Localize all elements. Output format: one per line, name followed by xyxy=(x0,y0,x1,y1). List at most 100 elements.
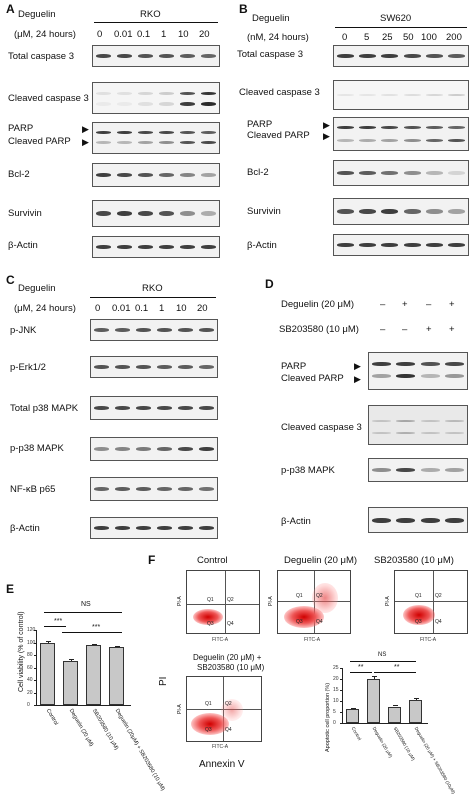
blot-band xyxy=(396,517,416,523)
arrow-d-parp: ▶ xyxy=(354,361,361,371)
blot-b-parp xyxy=(333,117,469,151)
blot-band xyxy=(177,406,194,410)
blot-b-cleaved-caspase3 xyxy=(333,80,469,110)
blot-band xyxy=(359,94,376,96)
panel-a-drug: Deguelin xyxy=(18,9,56,20)
panel-e-x-axis xyxy=(36,705,131,706)
blot-band xyxy=(158,54,175,58)
blot-band xyxy=(359,209,376,214)
blot-c-total-p38 xyxy=(90,396,218,420)
blot-band xyxy=(156,487,173,491)
panel-letter-b: B xyxy=(239,2,248,16)
blot-band xyxy=(93,487,110,491)
error-cap xyxy=(68,659,74,661)
blot-band xyxy=(403,171,421,175)
panel-d-t1-sign-0: – xyxy=(380,299,386,310)
blot-band xyxy=(336,126,354,130)
panel-a-row-bcl2: Bcl-2 xyxy=(8,169,30,180)
x-tick-label: SB203580 (10 μM) xyxy=(90,708,119,752)
blot-band xyxy=(114,526,131,530)
blot-band xyxy=(135,447,152,451)
blot-band xyxy=(177,447,194,451)
panel-b-conc-1: 5 xyxy=(364,32,370,43)
x-tick-label: Control xyxy=(44,708,59,727)
blot-c-nfkb xyxy=(90,477,218,501)
bar xyxy=(409,699,422,723)
facs-q2: Q2 xyxy=(316,593,323,599)
panel-b-conc-4: 100 xyxy=(421,32,437,43)
blot-band xyxy=(426,138,443,142)
blot-band xyxy=(95,173,112,177)
panel-e-sig2-bracket xyxy=(62,632,122,633)
blot-band xyxy=(179,141,196,144)
blot-band xyxy=(179,173,196,177)
blot-band xyxy=(156,328,173,332)
arrow-b-cleaved-parp: ▶ xyxy=(323,131,330,141)
bar xyxy=(86,645,101,705)
panel-b-row-cleaved-parp: Cleaved PARP xyxy=(247,130,310,141)
bar xyxy=(346,708,359,723)
facs-ylabel-1: PI-A xyxy=(177,596,183,606)
blot-band xyxy=(116,102,133,106)
blot-band xyxy=(396,468,416,472)
blot-d-pp38 xyxy=(368,458,468,482)
blot-band xyxy=(179,92,196,95)
blot-band xyxy=(93,406,110,410)
blot-c-pjnk xyxy=(90,319,218,341)
facs-xlabel-3: FITC-A xyxy=(420,637,437,643)
blot-band xyxy=(179,54,196,58)
blot-b-actin xyxy=(333,234,469,256)
facs-q2: Q2 xyxy=(435,593,442,599)
panel-c-row-total-p38: Total p38 MAPK xyxy=(10,403,79,414)
blot-band xyxy=(198,447,215,451)
blot-band xyxy=(135,487,152,491)
bar xyxy=(40,642,55,705)
blot-band xyxy=(371,468,391,472)
x-tick-label: SB203580 (10 μM) xyxy=(392,726,416,762)
blot-a-bcl2 xyxy=(92,163,220,187)
facs-q4: Q4 xyxy=(227,621,234,627)
error-cap xyxy=(45,641,51,643)
x-tick-label: Deguelin (20 μM) + SB203580 (10μM) xyxy=(413,726,456,795)
blot-band xyxy=(114,365,131,369)
y-tick-label: 10 xyxy=(333,698,339,704)
panel-d-t1-sign-1: + xyxy=(402,299,408,310)
facs-gate-v xyxy=(225,571,226,633)
panel-d-t2-sign-3: + xyxy=(449,324,455,335)
arrow-a-cleaved-parp: ▶ xyxy=(82,137,89,147)
panel-e-y-axis xyxy=(36,630,37,705)
facs-cells-cluster xyxy=(191,713,229,735)
blot-band xyxy=(177,365,194,369)
blot-band xyxy=(426,171,443,175)
panel-b-row-bcl2: Bcl-2 xyxy=(247,167,269,178)
blot-band xyxy=(177,487,194,491)
panel-d-row-cleaved-caspase3: Cleaved caspase 3 xyxy=(281,422,362,433)
panel-d-row-pp38: p-p38 MAPK xyxy=(281,465,335,476)
blot-band xyxy=(371,420,391,423)
blot-b-bcl2 xyxy=(333,160,469,186)
facs-cells-apoptotic xyxy=(221,699,243,721)
blot-c-pp38 xyxy=(90,437,218,461)
panel-c-conc-1: 0.01 xyxy=(112,303,131,314)
blot-a-total-caspase3 xyxy=(92,45,220,67)
panel-c-row-pjnk: p-JNK xyxy=(10,325,37,336)
blot-band xyxy=(95,141,112,144)
blot-a-actin xyxy=(92,236,220,258)
y-tick xyxy=(34,692,36,694)
blot-band xyxy=(359,126,376,130)
blot-band xyxy=(179,102,196,106)
blot-band xyxy=(448,243,466,247)
panel-letter-d: D xyxy=(265,277,274,291)
blot-band xyxy=(396,420,416,423)
blot-band xyxy=(156,447,173,451)
blot-band xyxy=(420,361,440,366)
panel-b-conc-0: 0 xyxy=(342,32,348,43)
panel-f-sig2-bracket xyxy=(374,672,416,673)
panel-c-conc-0: 0 xyxy=(95,303,101,314)
y-tick xyxy=(34,667,36,669)
panel-a-row-cleaved-parp: Cleaved PARP xyxy=(8,136,71,147)
x-tick-label: Deguelin (20 μM) xyxy=(67,708,94,748)
blot-band xyxy=(198,406,215,410)
blot-band xyxy=(448,54,466,58)
panel-c-row-perk: p-Erk1/2 xyxy=(10,362,46,373)
